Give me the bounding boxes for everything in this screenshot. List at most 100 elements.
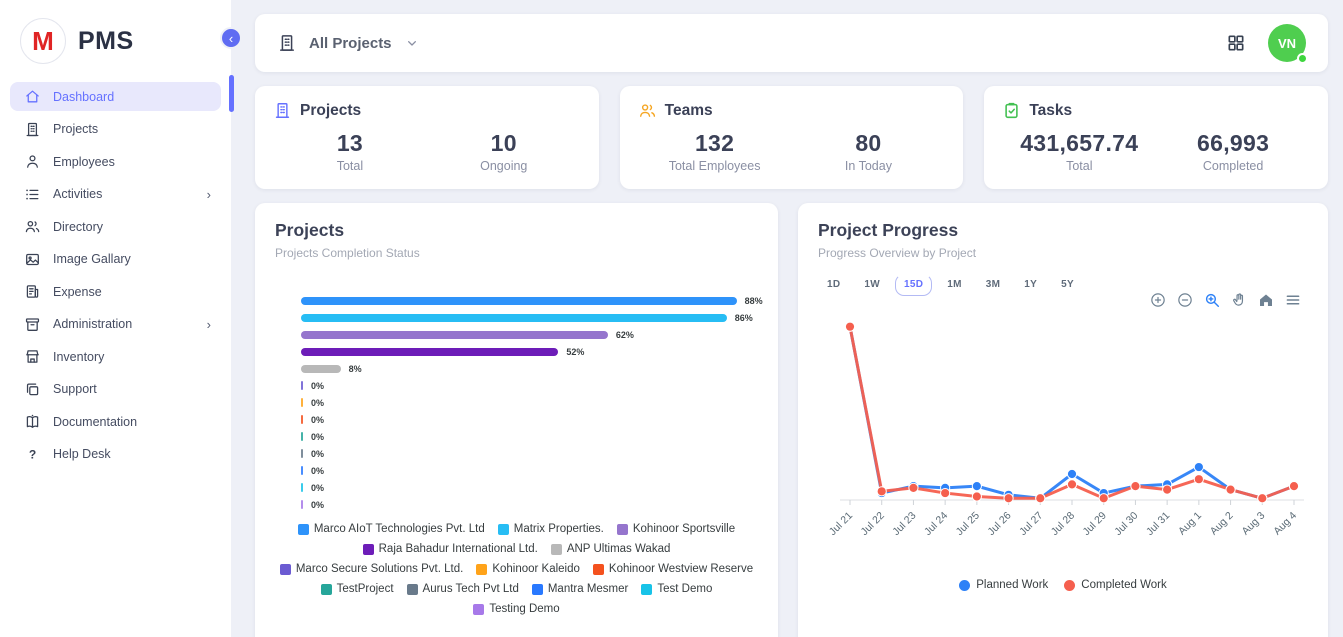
stat-label: Total: [1066, 159, 1093, 173]
brand-logo[interactable]: M: [20, 18, 66, 64]
chevron-right-icon: ›: [206, 186, 211, 202]
zoom-out-button[interactable]: [1176, 291, 1194, 309]
svg-text:Jul 27: Jul 27: [1017, 510, 1045, 538]
scrollbar-thumb[interactable]: [229, 75, 234, 112]
legend-item-testproject[interactable]: TestProject: [320, 583, 394, 595]
stat-label: Total Employees: [668, 159, 761, 173]
legend-label: Kohinoor Kaleido: [492, 563, 580, 575]
stat-card-projects: Projects 13 Total 10 Ongoing: [255, 86, 599, 189]
person-icon: [24, 153, 41, 170]
legend-item-planned-work[interactable]: Planned Work: [959, 579, 1048, 591]
range-button-1d[interactable]: 1D: [818, 274, 849, 296]
home-icon: [24, 88, 41, 105]
pan-button[interactable]: [1230, 291, 1248, 309]
bar-value-label: 0%: [311, 499, 325, 510]
line-chart-legend: Planned Work Completed Work: [818, 579, 1308, 591]
bar-row: 0%: [301, 428, 758, 445]
legend-swatch: [592, 563, 604, 575]
avatar[interactable]: VN: [1268, 24, 1308, 64]
main-content: All Projects VN Projects 13 Total 10 Ongoing…: [231, 0, 1343, 637]
line-chart[interactable]: Jul 21 Jul 22 Jul 23 Jul 24 Jul 25 Jul 26 Jul …: [818, 304, 1308, 577]
bar-value-label: 0%: [311, 414, 325, 425]
sidebar-item-inventory[interactable]: Inventory: [10, 342, 221, 371]
legend-item-test-demo[interactable]: Test Demo: [641, 583, 712, 595]
legend-item-kohinoor-kaleido[interactable]: Kohinoor Kaleido: [476, 563, 580, 575]
range-button-5y[interactable]: 5Y: [1052, 274, 1083, 296]
bar-row: 0%: [301, 479, 758, 496]
sidebar-item-expense[interactable]: Expense: [10, 277, 221, 306]
stat-label: Completed: [1202, 159, 1264, 173]
sidebar-item-label: Dashboard: [53, 89, 115, 104]
brand: M PMS: [0, 0, 231, 80]
bar: [301, 449, 303, 458]
legend-item-kohinoor-sportsville[interactable]: Kohinoor Sportsville: [616, 523, 735, 535]
legend-item-completed-work[interactable]: Completed Work: [1064, 579, 1167, 591]
bar: [301, 500, 303, 509]
range-button-15d[interactable]: 15D: [895, 274, 933, 296]
sidebar-item-image-gallary[interactable]: Image Gallary: [10, 245, 221, 274]
legend-label: Aurus Tech Pvt Ltd: [422, 583, 519, 595]
apps-grid-button[interactable]: [1226, 33, 1246, 53]
sidebar-item-directory[interactable]: Directory: [10, 212, 221, 241]
legend-item-matrix-properties[interactable]: Matrix Properties.: [497, 523, 604, 535]
sidebar-item-activities[interactable]: Activities ›: [10, 180, 221, 209]
brand-name: PMS: [78, 26, 134, 55]
sidebar-item-employees[interactable]: Employees: [10, 147, 221, 176]
range-button-3m[interactable]: 3M: [977, 274, 1010, 296]
projects-chart-card: Projects Projects Completion Status 88% 8…: [255, 203, 778, 637]
sidebar-item-documentation[interactable]: Documentation: [10, 407, 221, 436]
image-icon: [24, 251, 41, 268]
reset-home-button[interactable]: [1257, 291, 1275, 309]
legend-label: Planned Work: [976, 579, 1049, 591]
sidebar-nav: Dashboard Projects Employees Activities › Dir…: [0, 80, 231, 474]
legend-item-mantra-mesmer[interactable]: Mantra Mesmer: [531, 583, 628, 595]
legend-label: Matrix Properties.: [513, 523, 604, 535]
legend-swatch: [473, 603, 485, 615]
stat-label: Total: [336, 159, 364, 173]
legend-item-marco-aiot-technologies-pvt-ltd[interactable]: Marco AIoT Technologies Pvt. Ltd: [297, 523, 485, 535]
legend-item-testing-demo[interactable]: Testing Demo: [473, 603, 560, 615]
legend-item-anp-ultimas-wakad[interactable]: ANP Ultimas Wakad: [550, 543, 670, 555]
sidebar-collapse-button[interactable]: ‹: [220, 27, 242, 49]
svg-text:Jul 26: Jul 26: [985, 510, 1013, 538]
zoom-in-button[interactable]: [1149, 291, 1167, 309]
range-button-1y[interactable]: 1Y: [1015, 274, 1046, 296]
sidebar-item-label: Expense: [53, 284, 102, 299]
sidebar-item-help-desk[interactable]: ? Help Desk: [10, 440, 221, 469]
bar: [301, 347, 559, 356]
bar-value-label: 8%: [348, 363, 362, 374]
selection-zoom-button[interactable]: [1203, 291, 1221, 309]
zoom-in-icon: [1149, 291, 1167, 309]
stat-card-header: Tasks: [1002, 101, 1310, 120]
sidebar-item-administration[interactable]: Administration ›: [10, 310, 221, 339]
legend-item-marco-secure-solutions-pvt-ltd[interactable]: Marco Secure Solutions Pvt. Ltd.: [279, 563, 463, 575]
legend-swatch: [279, 563, 291, 575]
stat-value: 66,993: [1197, 130, 1270, 156]
project-selector[interactable]: All Projects: [277, 33, 420, 53]
sidebar-item-projects[interactable]: Projects: [10, 115, 221, 144]
bar-value-label: 62%: [615, 329, 634, 340]
range-button-1m[interactable]: 1M: [938, 274, 971, 296]
sidebar-item-support[interactable]: Support: [10, 375, 221, 404]
chevron-right-icon: ›: [206, 316, 211, 332]
menu-button[interactable]: [1284, 291, 1302, 309]
building-icon: [24, 121, 41, 138]
range-button-1w[interactable]: 1W: [855, 274, 889, 296]
legend-item-raja-bahadur-international-ltd[interactable]: Raja Bahadur International Ltd.: [362, 543, 538, 555]
legend-item-aurus-tech-pvt-ltd[interactable]: Aurus Tech Pvt Ltd: [406, 583, 519, 595]
svg-text:Aug 4: Aug 4: [1271, 510, 1299, 538]
legend-swatch: [550, 543, 562, 555]
stat-metric-total: 431,657.74 Total: [1002, 130, 1156, 173]
stat-value: 431,657.74: [1020, 130, 1139, 156]
stat-card-header: Projects: [273, 101, 581, 120]
legend-item-kohinoor-westview-reserve[interactable]: Kohinoor Westview Reserve: [592, 563, 753, 575]
legend-label: Test Demo: [657, 583, 713, 595]
sidebar-item-dashboard[interactable]: Dashboard: [10, 82, 221, 111]
clipboard-check-icon: [1002, 101, 1021, 120]
stat-value: 132: [694, 130, 735, 156]
svg-text:Jul 29: Jul 29: [1081, 510, 1109, 538]
bar: [301, 313, 727, 322]
receipt-icon: [24, 283, 41, 300]
bar-row: 8%: [301, 360, 758, 377]
stat-card-title: Teams: [664, 101, 713, 119]
